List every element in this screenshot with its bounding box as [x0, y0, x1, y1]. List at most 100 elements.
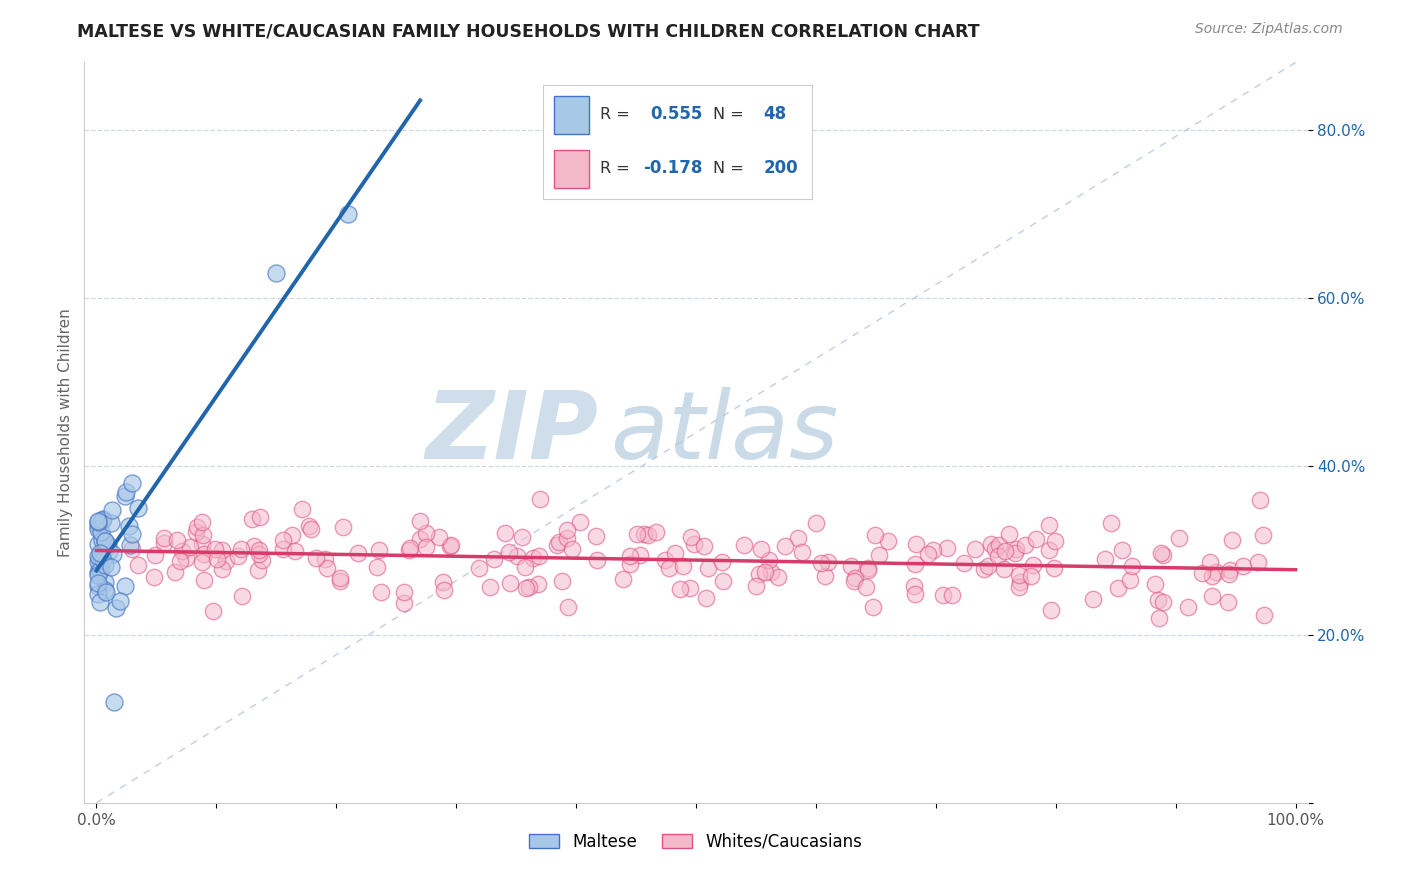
Point: [166, 533, 188, 548]
Point: [1251, 527, 1274, 541]
Point: [1146, 593, 1168, 607]
Point: [114, 579, 136, 593]
Point: [315, 561, 337, 575]
Point: [766, 570, 789, 584]
Point: [1152, 594, 1174, 608]
Point: [118, 538, 141, 552]
Point: [1022, 558, 1045, 572]
Point: [1191, 566, 1213, 581]
Point: [172, 543, 194, 558]
Text: ZIP: ZIP: [425, 386, 598, 479]
Point: [499, 576, 522, 591]
Point: [1218, 595, 1240, 609]
Point: [988, 538, 1011, 552]
Point: [90, 533, 112, 548]
Point: [810, 556, 832, 570]
Point: [329, 571, 352, 585]
Point: [758, 553, 780, 567]
Point: [247, 563, 270, 577]
Point: [87, 552, 110, 566]
Point: [1205, 565, 1227, 579]
Point: [143, 548, 166, 562]
Point: [863, 528, 886, 542]
Point: [415, 526, 437, 541]
Point: [190, 537, 212, 551]
Point: [1014, 538, 1036, 552]
Point: [672, 558, 695, 573]
Point: [1201, 569, 1223, 583]
Point: [515, 559, 537, 574]
Point: [692, 540, 714, 554]
Point: [932, 589, 955, 603]
Point: [983, 541, 1005, 556]
Point: [529, 491, 551, 506]
Point: [561, 541, 583, 556]
Point: [868, 548, 890, 562]
Point: [367, 543, 389, 558]
Point: [1004, 546, 1026, 560]
Point: [1220, 533, 1243, 547]
Point: [169, 554, 191, 568]
Point: [89, 595, 111, 609]
Point: [903, 579, 925, 593]
Point: [977, 558, 1000, 573]
Point: [94, 533, 117, 548]
Point: [856, 563, 879, 577]
Point: [392, 596, 415, 610]
Point: [814, 569, 837, 583]
Point: [205, 552, 228, 566]
Point: [745, 579, 768, 593]
Point: [89, 545, 111, 559]
Point: [250, 553, 273, 567]
Point: [409, 532, 432, 546]
Point: [1111, 543, 1133, 558]
Point: [917, 547, 939, 561]
Point: [527, 549, 550, 563]
Point: [392, 585, 415, 599]
Point: [1094, 552, 1116, 566]
Point: [398, 542, 420, 557]
Point: [211, 543, 233, 558]
Point: [231, 589, 253, 603]
Point: [247, 547, 270, 561]
Point: [1177, 600, 1199, 615]
Point: [548, 534, 571, 549]
Point: [174, 550, 197, 565]
Point: [104, 601, 127, 615]
Point: [1167, 531, 1189, 545]
Point: [86, 515, 108, 529]
Point: [1253, 607, 1275, 622]
Point: [94, 574, 117, 589]
Point: [118, 519, 141, 533]
Point: [1019, 569, 1042, 583]
Point: [87, 579, 110, 593]
Point: [628, 549, 651, 563]
Point: [1121, 558, 1143, 573]
Point: [519, 580, 541, 594]
Point: [115, 484, 138, 499]
Point: [186, 520, 208, 534]
Point: [87, 549, 110, 563]
Point: [505, 549, 527, 564]
Point: [370, 585, 392, 599]
Point: [143, 570, 166, 584]
Point: [191, 515, 214, 529]
Point: [515, 581, 537, 595]
Point: [1246, 555, 1268, 569]
Point: [855, 580, 877, 594]
Point: [637, 528, 659, 542]
Point: [980, 537, 1002, 551]
Point: [683, 537, 706, 551]
Point: [479, 580, 502, 594]
Point: [733, 538, 755, 552]
Point: [399, 541, 422, 556]
Point: [127, 501, 149, 516]
Point: [89, 563, 111, 577]
Point: [204, 542, 226, 557]
Point: [226, 549, 249, 564]
Point: [201, 604, 224, 618]
Point: [127, 558, 149, 573]
Point: [1043, 533, 1066, 548]
Point: [297, 518, 319, 533]
Point: [1099, 516, 1122, 530]
